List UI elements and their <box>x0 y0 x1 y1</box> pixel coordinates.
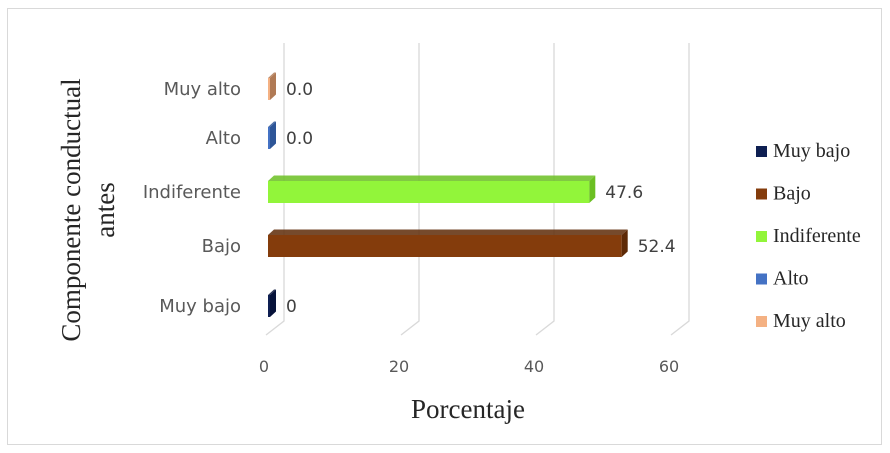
y-axis-title-line-1: Componente conductual <box>56 78 86 341</box>
bar-front-muy-alto <box>268 78 270 100</box>
bar-top-muy-bajo <box>268 289 276 295</box>
legend-label-muy-bajo: Muy bajo <box>773 140 850 162</box>
legend-label-alto: Alto <box>773 268 809 290</box>
y-axis-title-line-2: antes <box>90 182 120 237</box>
x-tick-labels: 0 20 40 60 <box>259 357 679 376</box>
bar-side-indiferente <box>589 175 596 203</box>
data-label-indiferente: 47.6 <box>605 183 643 203</box>
category-labels: Muy bajo Bajo Indiferente Alto Muy alto <box>143 79 241 317</box>
bar-top-muy-alto <box>268 72 276 78</box>
x-tick-label-40: 40 <box>524 357 544 376</box>
x-axis-title: Porcentaje <box>411 394 525 424</box>
data-label-alto: 0.0 <box>286 129 313 149</box>
bar-alto <box>268 121 276 149</box>
bar-top-bajo <box>268 229 628 235</box>
bar-side-muy-alto <box>270 72 276 100</box>
data-label-muy-alto: 0.0 <box>286 80 313 100</box>
x-tick-label-60: 60 <box>659 357 679 376</box>
bar-top-alto <box>268 121 276 127</box>
bar-front-bajo <box>268 235 622 257</box>
data-labels: 0 52.4 47.6 0.0 0.0 <box>286 80 676 317</box>
x-tick-label-20: 20 <box>389 357 409 376</box>
x-tick-label-0: 0 <box>259 357 269 376</box>
legend-label-indiferente: Indiferente <box>773 225 861 247</box>
category-label-muy-bajo: Muy bajo <box>159 296 241 317</box>
category-label-indiferente: Indiferente <box>143 182 241 203</box>
bar-indiferente <box>268 175 596 203</box>
legend-swatch-alto <box>756 273 767 285</box>
bar-top-indiferente <box>268 175 596 181</box>
bar-muy-bajo <box>268 289 276 317</box>
gridlines <box>265 43 690 336</box>
legend-label-muy-alto: Muy alto <box>773 310 846 332</box>
data-label-muy-bajo: 0 <box>286 297 297 317</box>
bar-front-muy-bajo <box>268 295 270 317</box>
y-axis-title: Componente conductual antes <box>56 78 120 341</box>
bars <box>268 72 628 317</box>
legend-swatch-muy-alto <box>756 316 767 327</box>
bar-side-alto <box>270 121 276 149</box>
gridline-40 <box>535 43 555 336</box>
legend-swatch-indiferente <box>756 231 767 242</box>
bar-front-alto <box>268 127 270 149</box>
gridline-20 <box>400 43 420 336</box>
bar-side-muy-bajo <box>270 289 276 317</box>
chart-frame <box>7 8 882 445</box>
legend-swatch-muy-bajo <box>756 146 767 157</box>
bar-front-indiferente <box>268 181 590 203</box>
bar-bajo <box>268 229 628 257</box>
legend-swatch-bajo <box>756 188 767 200</box>
gridline-0 <box>265 43 285 336</box>
bar-muy-alto <box>268 72 276 100</box>
legend-label-bajo: Bajo <box>773 183 811 205</box>
category-label-alto: Alto <box>206 128 241 149</box>
category-label-bajo: Bajo <box>202 236 241 257</box>
category-label-muy-alto: Muy alto <box>164 79 241 100</box>
legend: Muy bajo Bajo Indiferente Alto Muy alto <box>756 140 861 332</box>
gridline-60 <box>670 43 690 336</box>
data-label-bajo: 52.4 <box>638 237 676 257</box>
bar-side-bajo <box>621 229 628 257</box>
